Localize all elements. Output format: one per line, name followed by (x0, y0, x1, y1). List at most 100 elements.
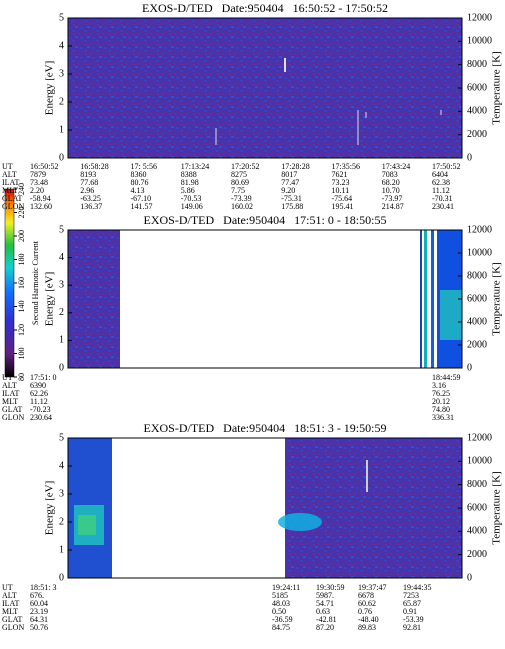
ephemeris-value: 73.23 (332, 178, 350, 187)
y2-tick-label: 10000 (467, 247, 492, 258)
ephemeris-value: -36.59 (272, 615, 293, 624)
spectrogram (68, 18, 462, 158)
y-tick-label: 4 (59, 40, 64, 51)
ephemeris-value: 5185 (272, 591, 288, 600)
ephemeris-value: 160.02 (231, 202, 253, 211)
y-tick-label: 5 (59, 224, 64, 235)
ephemeris-value: 6678 (358, 591, 374, 600)
ephemeris-value: 8193 (80, 170, 96, 179)
ephemeris-value: 19:44:35 (403, 583, 431, 592)
ephemeris-value: 0.50 (272, 607, 286, 616)
ephemeris-value: 77.68 (80, 178, 98, 187)
y-tick-label: 5 (59, 432, 64, 443)
ephemeris-value: 0.76 (358, 607, 372, 616)
colorbar-tick-label: 220 (17, 207, 26, 219)
ephemeris-value: 141.57 (131, 202, 153, 211)
ephemeris-value: 76.25 (432, 389, 450, 398)
y-tick-label: 3 (59, 279, 64, 290)
ephemeris-value: 23.19 (30, 607, 48, 616)
ephemeris-value: 17:13:24 (181, 162, 209, 171)
ephemeris-value: 64.31 (30, 615, 48, 624)
ephemeris-value: 50.76 (30, 623, 48, 632)
y2-tick-label: 2000 (467, 549, 487, 560)
ephemeris-value: -67.10 (131, 194, 152, 203)
ephemeris-value: 7879 (30, 170, 46, 179)
y2-tick-label: 8000 (467, 59, 487, 70)
y-tick-label: 4 (59, 252, 64, 263)
ephemeris-value: 7621 (332, 170, 348, 179)
ephemeris-value: 19:30:59 (316, 583, 344, 592)
colorbar-tick-label: 80 (17, 373, 26, 381)
y-tick-label: 2 (59, 516, 64, 527)
y2-tick-label: 12000 (467, 224, 492, 235)
y2-tick-label: 4000 (467, 526, 487, 537)
ephemeris-value: 74.80 (432, 405, 450, 414)
y2-tick-label: 6000 (467, 502, 487, 513)
ephemeris-value: 9.20 (281, 186, 295, 195)
colorbar-tick-label: 240 (17, 183, 26, 195)
ephemeris-value: -70.23 (30, 405, 51, 414)
ephemeris-value: 3.16 (432, 381, 446, 390)
ephemeris-value: 17:28:28 (281, 162, 309, 171)
colorbar-tick-label: 100 (17, 348, 26, 360)
colorbar-tick-label: 140 (17, 301, 26, 313)
ephemeris-label: ALT (2, 170, 17, 179)
ephemeris-value: 5.86 (181, 186, 195, 195)
y2-tick-label: 12000 (467, 432, 492, 443)
y2-tick-label: 0 (467, 572, 472, 583)
ephemeris-label: MLT (2, 186, 18, 195)
spectrogram (440, 290, 462, 340)
ephemeris-value: 6404 (432, 170, 448, 179)
spectrogram (431, 230, 434, 368)
ephemeris-value: 60.04 (30, 599, 48, 608)
y-tick-label: 2 (59, 307, 64, 318)
ephemeris-value: -63.25 (80, 194, 101, 203)
ephemeris-value: 195.41 (332, 202, 354, 211)
ephemeris-value: 214.87 (382, 202, 404, 211)
ephemeris-value: 5987. (316, 591, 334, 600)
ephemeris-label: GLON (2, 202, 24, 211)
y2-axis-label: Temperature [K] (491, 51, 503, 124)
y2-tick-label: 0 (467, 362, 472, 373)
ephemeris-value: 77.47 (281, 178, 299, 187)
y2-tick-label: 4000 (467, 106, 487, 117)
ephemeris-value: 230.41 (432, 202, 454, 211)
y-tick-label: 4 (59, 460, 64, 471)
ephemeris-label: ILAT (2, 178, 19, 187)
ephemeris-value: 17:20:52 (231, 162, 259, 171)
ephemeris-value: 92.81 (403, 623, 421, 632)
ephemeris-value: 7083 (382, 170, 398, 179)
ephemeris-value: 4.13 (131, 186, 145, 195)
colorbar (4, 188, 15, 378)
ephemeris-label: UT (2, 162, 13, 171)
colorbar-tick-label: 180 (17, 254, 26, 266)
ephemeris-value: 17:43:24 (382, 162, 410, 171)
colorbar-tick-label: 120 (17, 324, 26, 336)
ephemeris-value: -73.39 (231, 194, 252, 203)
ephemeris-value: 175.88 (281, 202, 303, 211)
colorbar-tick-label: 160 (17, 277, 26, 289)
spectrogram (420, 230, 422, 368)
ephemeris-value: 6390 (30, 381, 46, 390)
ephemeris-value: 8017 (281, 170, 297, 179)
y2-tick-label: 4000 (467, 316, 487, 327)
y2-tick-label: 0 (467, 152, 472, 163)
ephemeris-value: 18:51: 3 (30, 583, 56, 592)
ephemeris-value: 17:35:56 (332, 162, 360, 171)
spectrogram (278, 513, 322, 531)
ephemeris-value: 89.83 (358, 623, 376, 632)
ephemeris-value: 68.20 (382, 178, 400, 187)
ephemeris-value: 18:44:59 (432, 373, 460, 382)
y2-tick-label: 8000 (467, 270, 487, 281)
ephemeris-label: GLAT (2, 405, 23, 414)
ephemeris-value: 81.98 (181, 178, 199, 187)
y-tick-label: 0 (59, 572, 64, 583)
y2-tick-label: 6000 (467, 293, 487, 304)
ephemeris-value: 11.12 (30, 397, 48, 406)
ephemeris-value: -75.31 (281, 194, 302, 203)
ephemeris-value: 48.03 (272, 599, 290, 608)
y-tick-label: 2 (59, 96, 64, 107)
ephemeris-value: 62.26 (30, 389, 48, 398)
ephemeris-label: ALT (2, 381, 17, 390)
ephemeris-value: 80.76 (131, 178, 149, 187)
